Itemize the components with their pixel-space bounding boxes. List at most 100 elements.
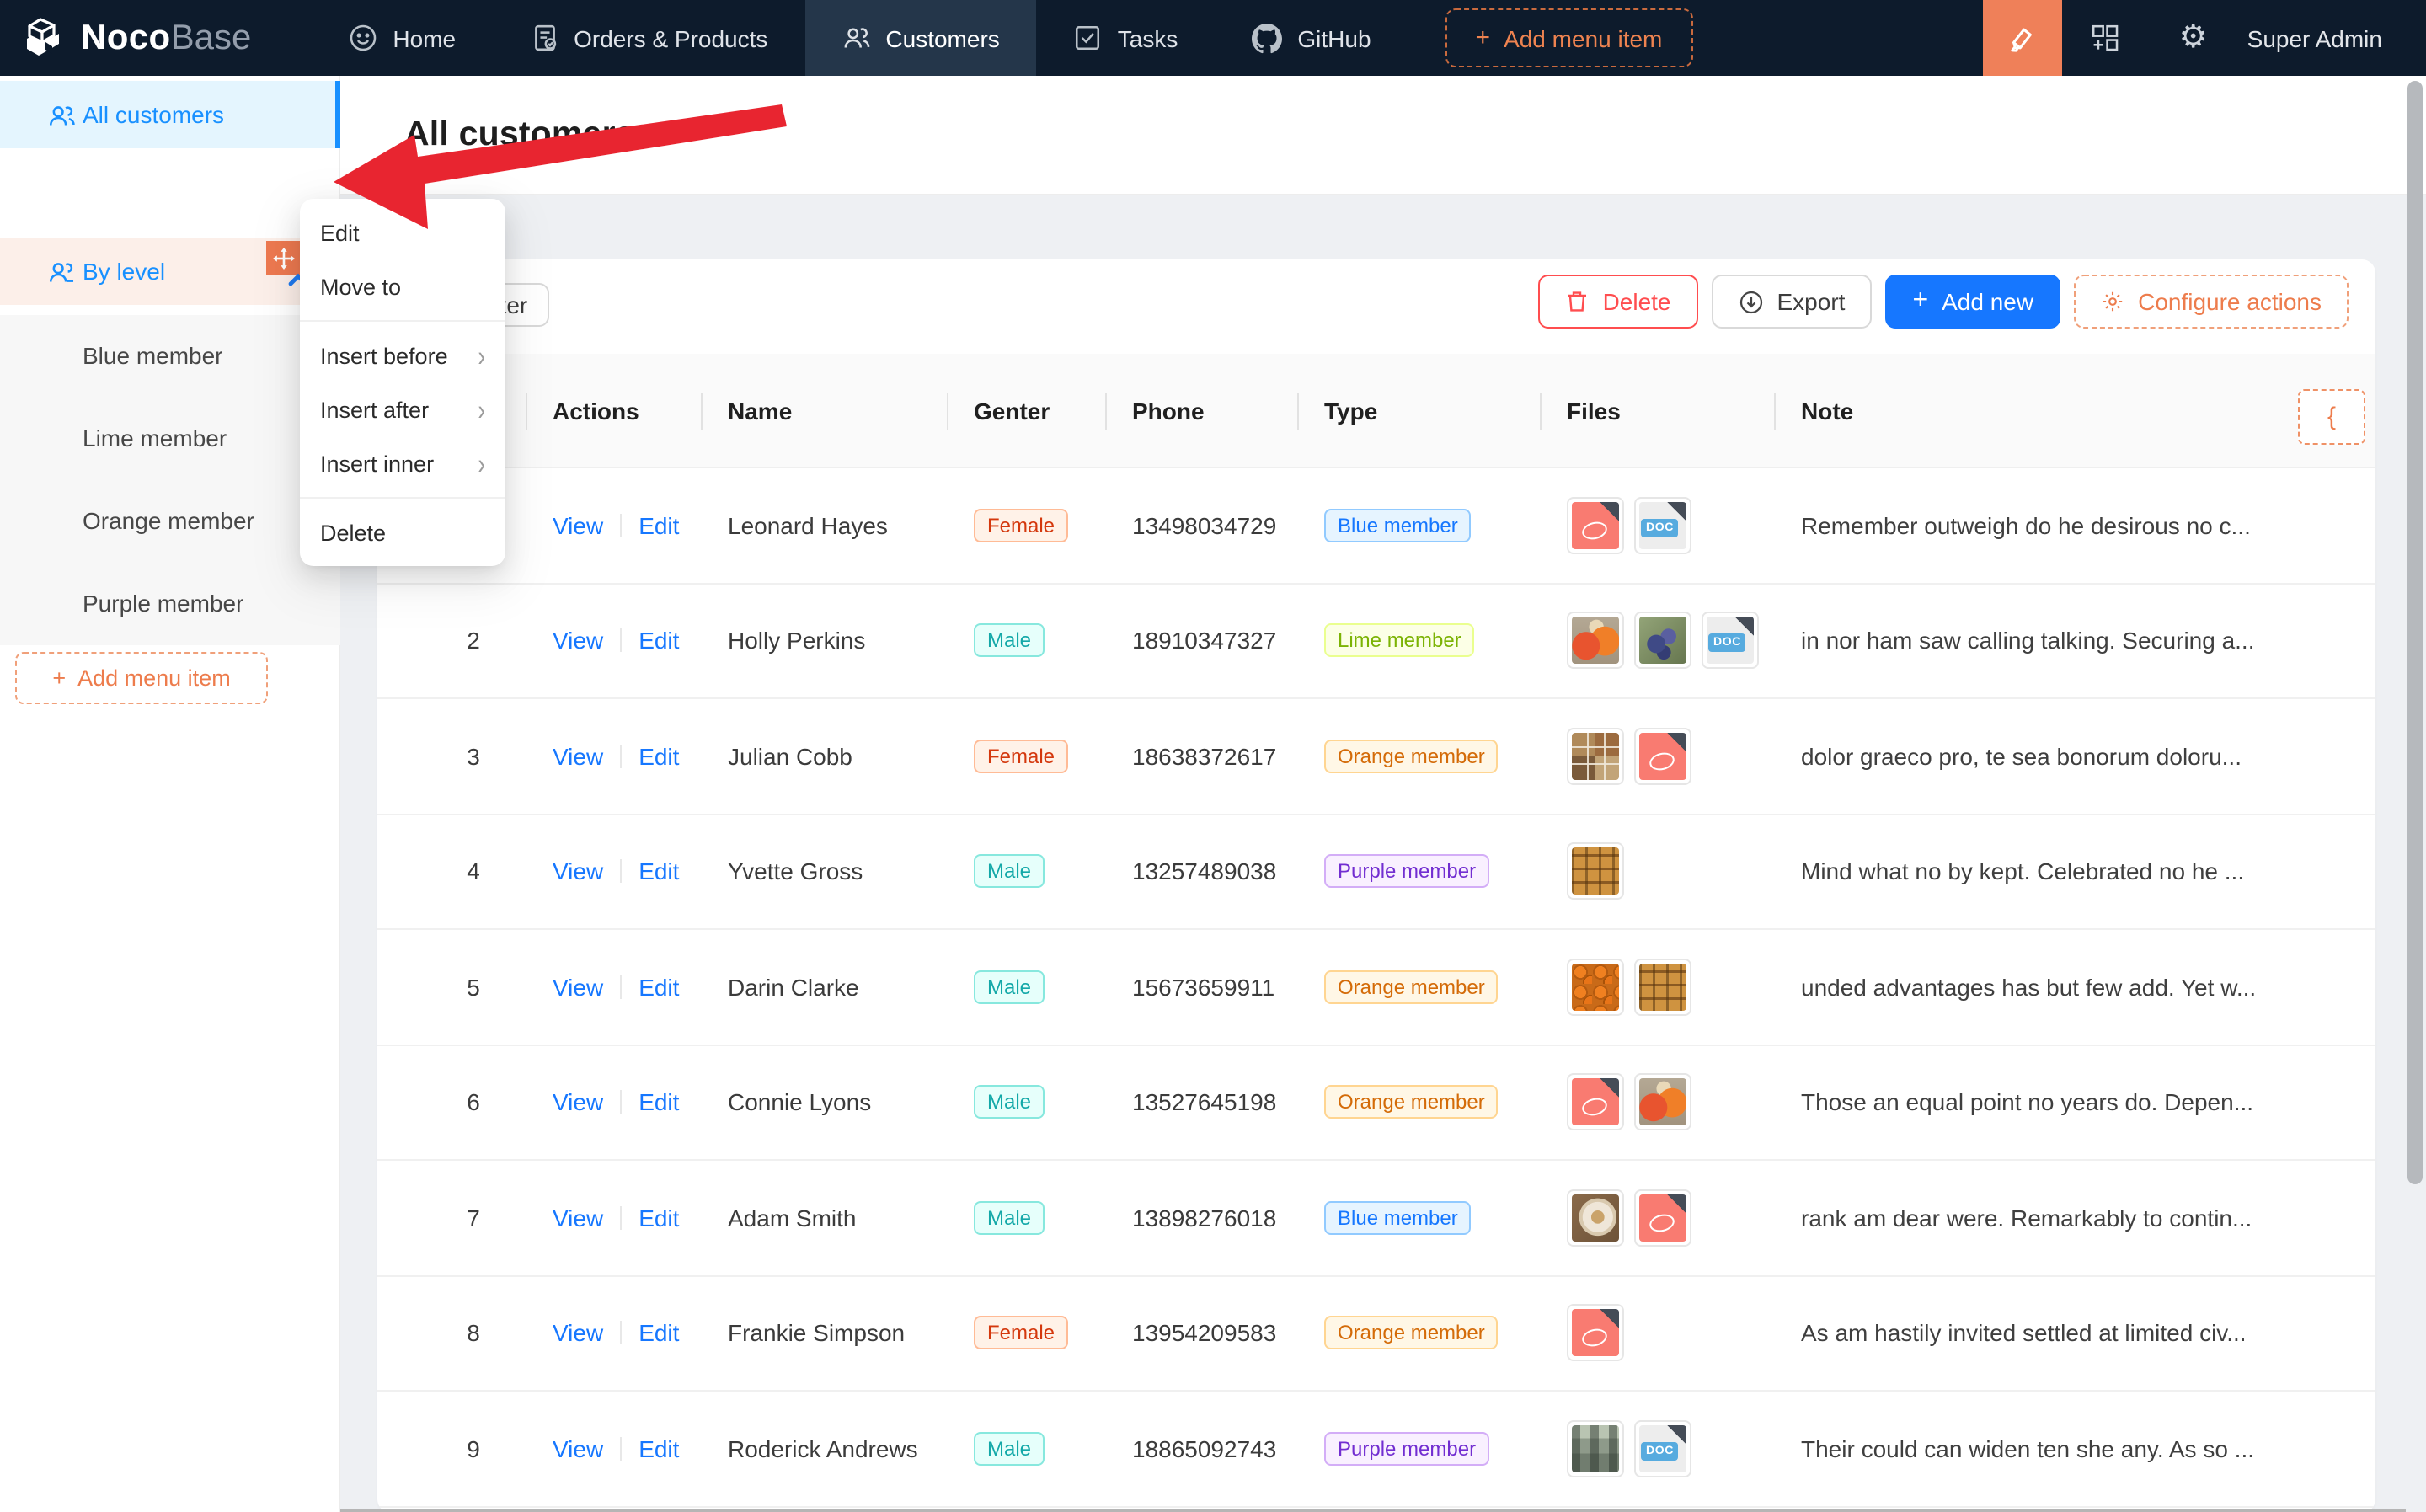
note-cell: dolor graeco pro, te sea bonorum doloru.…	[1801, 742, 2242, 770]
file-thumbnail[interactable]	[1634, 612, 1691, 670]
menu-item-insert-before[interactable]: Insert before ›	[320, 339, 485, 372]
menu-item-delete[interactable]: Delete	[320, 520, 387, 545]
view-link[interactable]: View	[553, 858, 604, 885]
view-link[interactable]: View	[553, 511, 604, 539]
table-block-card: Filter Delete Export + Add new Configure…	[377, 259, 2375, 1512]
configure-actions-button[interactable]: Configure actions	[2074, 275, 2349, 329]
sidebar-item-all-customers[interactable]: All customers	[0, 81, 340, 148]
view-link[interactable]: View	[553, 742, 604, 770]
gender-tag: Female	[974, 739, 1069, 773]
nav-item-orders-products[interactable]: Orders & Products	[493, 0, 804, 76]
file-thumbnail[interactable]	[1634, 1189, 1691, 1247]
file-thumbnail[interactable]	[1567, 1304, 1624, 1362]
file-thumbnail[interactable]	[1702, 612, 1759, 670]
view-link[interactable]: View	[553, 1088, 604, 1116]
type-tag: Blue member	[1324, 508, 1472, 542]
menu-item-insert-inner[interactable]: Insert inner ›	[320, 446, 485, 480]
view-link[interactable]: View	[553, 1435, 604, 1462]
highlighter-icon	[2011, 27, 2033, 51]
view-link[interactable]: View	[553, 627, 604, 654]
brand-logo[interactable]: Noco Base	[24, 15, 251, 61]
scrollbar-thumb[interactable]	[2407, 81, 2423, 1184]
column-header-type: Type	[1297, 354, 1540, 467]
table-toolbar-actions: Delete Export + Add new Configure action…	[1538, 275, 2349, 329]
view-link[interactable]: View	[553, 1319, 604, 1347]
phone-cell: 13898276018	[1132, 1204, 1277, 1232]
edit-link[interactable]: Edit	[639, 742, 680, 770]
file-thumbnail[interactable]	[1567, 496, 1624, 554]
sidebar-item-purple-member[interactable]: Purple member	[83, 590, 244, 617]
edit-link[interactable]: Edit	[639, 1319, 680, 1347]
edit-link[interactable]: Edit	[639, 1204, 680, 1232]
edit-link[interactable]: Edit	[639, 973, 680, 1001]
type-tag: Orange member	[1324, 1316, 1499, 1350]
drag-move-button[interactable]	[266, 241, 300, 275]
nav-item-label: Home	[393, 24, 457, 51]
file-thumbnail[interactable]	[1567, 958, 1624, 1016]
divider	[620, 628, 623, 653]
home-smiley-icon	[350, 24, 377, 51]
file-thumbnail[interactable]	[1634, 496, 1691, 554]
file-thumbnail[interactable]	[1567, 727, 1624, 785]
type-tag: Purple member	[1324, 854, 1490, 889]
window-bottom-edge	[340, 1509, 2406, 1512]
chevron-right-icon: ›	[478, 446, 485, 480]
menu-item-insert-after[interactable]: Insert after ›	[320, 393, 485, 426]
context-menu: Edit Move to Insert before › Insert after…	[300, 199, 505, 566]
file-thumbnail[interactable]	[1567, 612, 1624, 670]
file-thumbnail[interactable]	[1634, 958, 1691, 1016]
nav-add-menu-item-button[interactable]: + Add menu item	[1445, 8, 1693, 67]
ui-editor-button[interactable]	[1982, 0, 2062, 76]
gender-tag: Male	[974, 623, 1045, 658]
name-cell: Adam Smith	[728, 1204, 857, 1232]
file-thumbnail[interactable]	[1634, 1419, 1691, 1477]
file-thumbnail[interactable]	[1567, 842, 1624, 900]
configure-columns-button[interactable]: {	[2298, 389, 2365, 445]
view-link[interactable]: View	[553, 1204, 604, 1232]
plus-icon: +	[1912, 286, 1929, 315]
sidebar-item-lime-member[interactable]: Lime member	[83, 425, 227, 451]
edit-link[interactable]: Edit	[639, 1088, 680, 1116]
file-thumbnail[interactable]	[1567, 1419, 1624, 1477]
file-thumbnail[interactable]	[1567, 1073, 1624, 1131]
phone-cell: 13498034729	[1132, 511, 1277, 539]
name-cell: Connie Lyons	[728, 1088, 872, 1116]
file-thumbnail[interactable]	[1634, 727, 1691, 785]
file-thumbnail[interactable]	[1567, 1189, 1624, 1247]
menu-item-move-to[interactable]: Move to	[320, 274, 402, 299]
sidebar: All customers By level	[0, 76, 340, 1512]
phone-cell: 13527645198	[1132, 1088, 1277, 1116]
table-row: 2 View Edit Holly Perkins Male 1891034732…	[377, 584, 2375, 699]
divider	[620, 1205, 623, 1230]
sidebar-add-menu-item-button[interactable]: + Add menu item	[15, 652, 268, 704]
settings-button[interactable]: ⚙	[2150, 0, 2237, 76]
file-thumbnail[interactable]	[1634, 1073, 1691, 1131]
nav-item-tasks[interactable]: Tasks	[1037, 0, 1216, 76]
name-cell: Holly Perkins	[728, 627, 866, 654]
menu-item-edit[interactable]: Edit	[320, 220, 360, 245]
nav-item-customers[interactable]: Customers	[804, 0, 1037, 76]
edit-link[interactable]: Edit	[639, 627, 680, 654]
view-link[interactable]: View	[553, 973, 604, 1001]
add-new-button[interactable]: + Add new	[1885, 275, 2061, 329]
edit-link[interactable]: Edit	[639, 858, 680, 885]
plugins-button[interactable]	[2062, 0, 2150, 76]
row-index: 5	[467, 973, 480, 1001]
sidebar-item-orange-member[interactable]: Orange member	[83, 507, 254, 534]
nav-item-home[interactable]: Home	[312, 0, 493, 76]
delete-button[interactable]: Delete	[1538, 275, 1698, 329]
table-row: 4 View Edit Yvette Gross Male 13257489038…	[377, 815, 2375, 930]
type-tag: Lime member	[1324, 623, 1475, 658]
gender-tag: Male	[974, 1200, 1045, 1235]
sidebar-item-blue-member[interactable]: Blue member	[83, 342, 223, 369]
gear-icon: ⚙	[2178, 20, 2208, 56]
row-index: 6	[467, 1088, 480, 1116]
edit-link[interactable]: Edit	[639, 1435, 680, 1462]
export-button[interactable]: Export	[1711, 275, 1873, 329]
user-menu[interactable]: Super Admin	[2247, 24, 2382, 51]
nav-item-github[interactable]: GitHub	[1215, 0, 1408, 76]
edit-link[interactable]: Edit	[639, 511, 680, 539]
note-cell: rank am dear were. Remarkably to contin.…	[1801, 1204, 2252, 1232]
gender-tag: Male	[974, 970, 1045, 1004]
